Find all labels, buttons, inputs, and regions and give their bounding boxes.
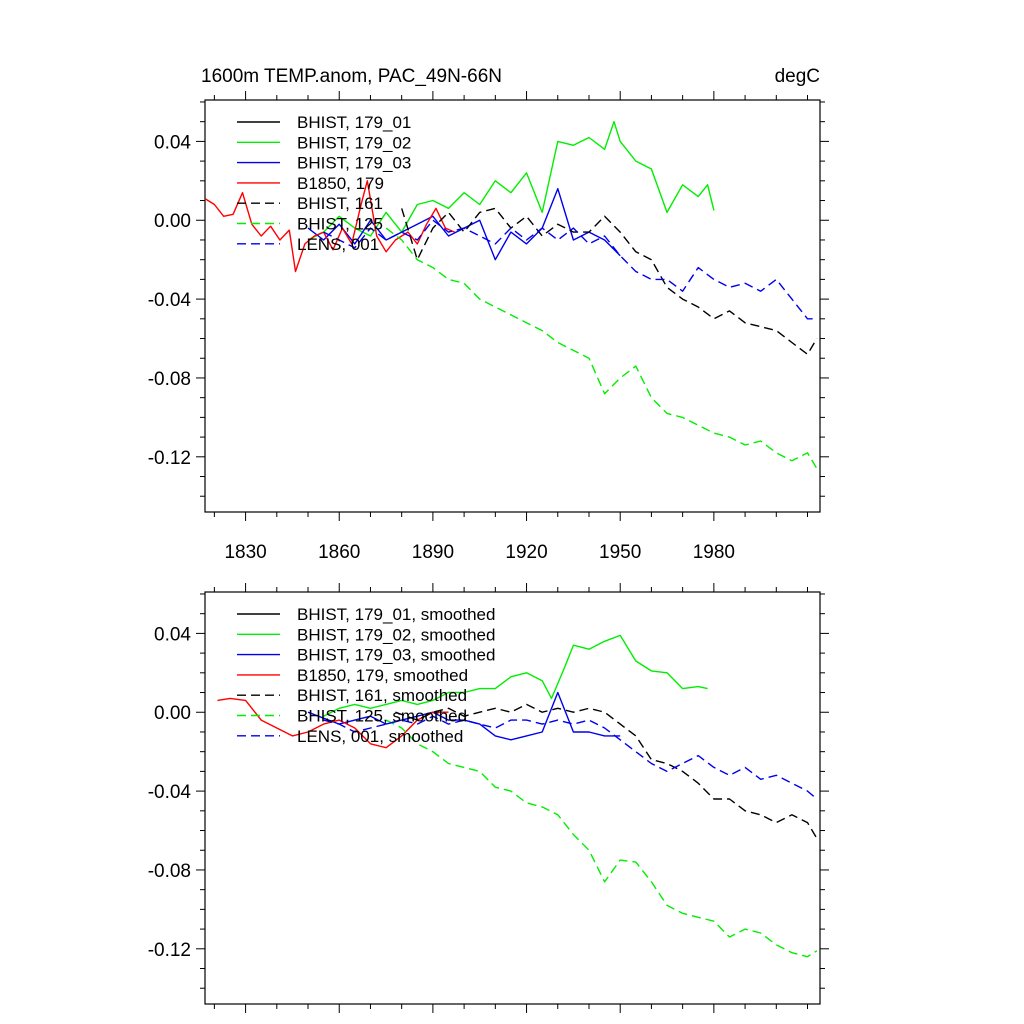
series-line-3: [307, 691, 621, 741]
legend-label: LENS, 001: [297, 235, 379, 254]
legend-label: BHIST, 179_02: [297, 133, 411, 152]
legend-label: BHIST, 179_03: [297, 154, 411, 173]
series-line-2: [307, 121, 715, 241]
plot-frame: [204, 591, 821, 1005]
series-line-7: [323, 219, 817, 320]
legend-label: BHIST, 179_01: [297, 113, 411, 132]
plot-panel-2: 0.04 0.00 -0.04 -0.08 -0.12 BHIST, 179_01, sm…: [148, 583, 829, 1013]
legend-label: BHIST, 161, smoothed: [297, 686, 467, 705]
x-tick-label: 1830: [224, 542, 266, 563]
series-line-6: [385, 227, 818, 469]
series-line-6: [385, 719, 818, 958]
y-tick-label: 0.04: [154, 132, 191, 153]
x-tick-label: 1920: [505, 542, 547, 563]
legend-label: LENS, 001, smoothed: [297, 727, 463, 746]
legend-label: BHIST, 125, smoothed: [297, 707, 467, 726]
series-line-7: [323, 715, 818, 800]
y-tick-label: -0.04: [148, 782, 192, 803]
legend-label: BHIST, 179_02, smoothed: [297, 625, 495, 644]
legend-label: BHIST, 179_03, smoothed: [297, 646, 495, 665]
x-tick-label: 1950: [599, 542, 641, 563]
plot-frame: [204, 99, 821, 513]
y-tick-label: 0.04: [154, 624, 191, 645]
y-tick-label: 0.00: [154, 211, 191, 232]
legend-label: B1850, 179, smoothed: [297, 666, 468, 685]
series-line-5: [395, 703, 818, 839]
y-tick-label: -0.12: [148, 448, 191, 469]
plot-panel-1: 1830 1860 1890 1920 1950 1980 0.04 0.00 -0.04 -0.…: [148, 91, 829, 563]
x-tick-label: 1980: [693, 542, 735, 563]
legend-label: BHIST, 161: [297, 194, 383, 213]
x-tick-label: 1890: [412, 542, 454, 563]
series-line-2: [323, 634, 708, 717]
y-tick-label: -0.04: [148, 290, 192, 311]
legend-label: BHIST, 179_01, smoothed: [297, 605, 495, 624]
chart-units: degC: [775, 66, 820, 87]
chart-title: 1600m TEMP.anom, PAC_49N-66N: [201, 66, 502, 87]
series-line-4: [204, 180, 455, 273]
legend-label: B1850, 179: [297, 174, 384, 193]
y-tick-label: -0.08: [148, 369, 191, 390]
legend-label: BHIST, 125: [297, 215, 383, 234]
y-tick-label: -0.08: [148, 861, 191, 882]
y-tick-label: 0.00: [154, 703, 191, 724]
x-tick-label: 1860: [318, 542, 360, 563]
series-line-5: [401, 207, 818, 355]
y-tick-label: -0.12: [148, 940, 191, 961]
